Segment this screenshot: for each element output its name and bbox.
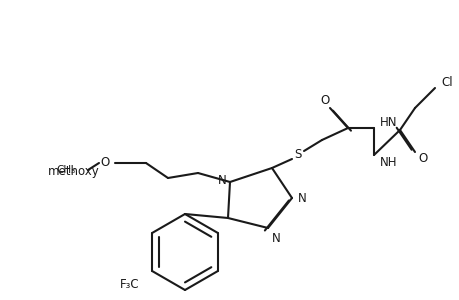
Text: S: S [294,148,301,161]
Text: O: O [418,152,427,164]
Text: N: N [271,232,280,244]
Text: N: N [297,191,306,205]
Text: Cl: Cl [440,76,452,88]
Text: O: O [319,94,329,106]
Text: F₃C: F₃C [120,278,140,292]
Text: NH: NH [380,157,397,169]
Text: methoxy: methoxy [48,166,100,178]
Text: N: N [217,173,226,187]
Text: O: O [100,157,109,169]
Text: HN: HN [380,116,397,130]
Text: CH₃: CH₃ [56,165,75,175]
